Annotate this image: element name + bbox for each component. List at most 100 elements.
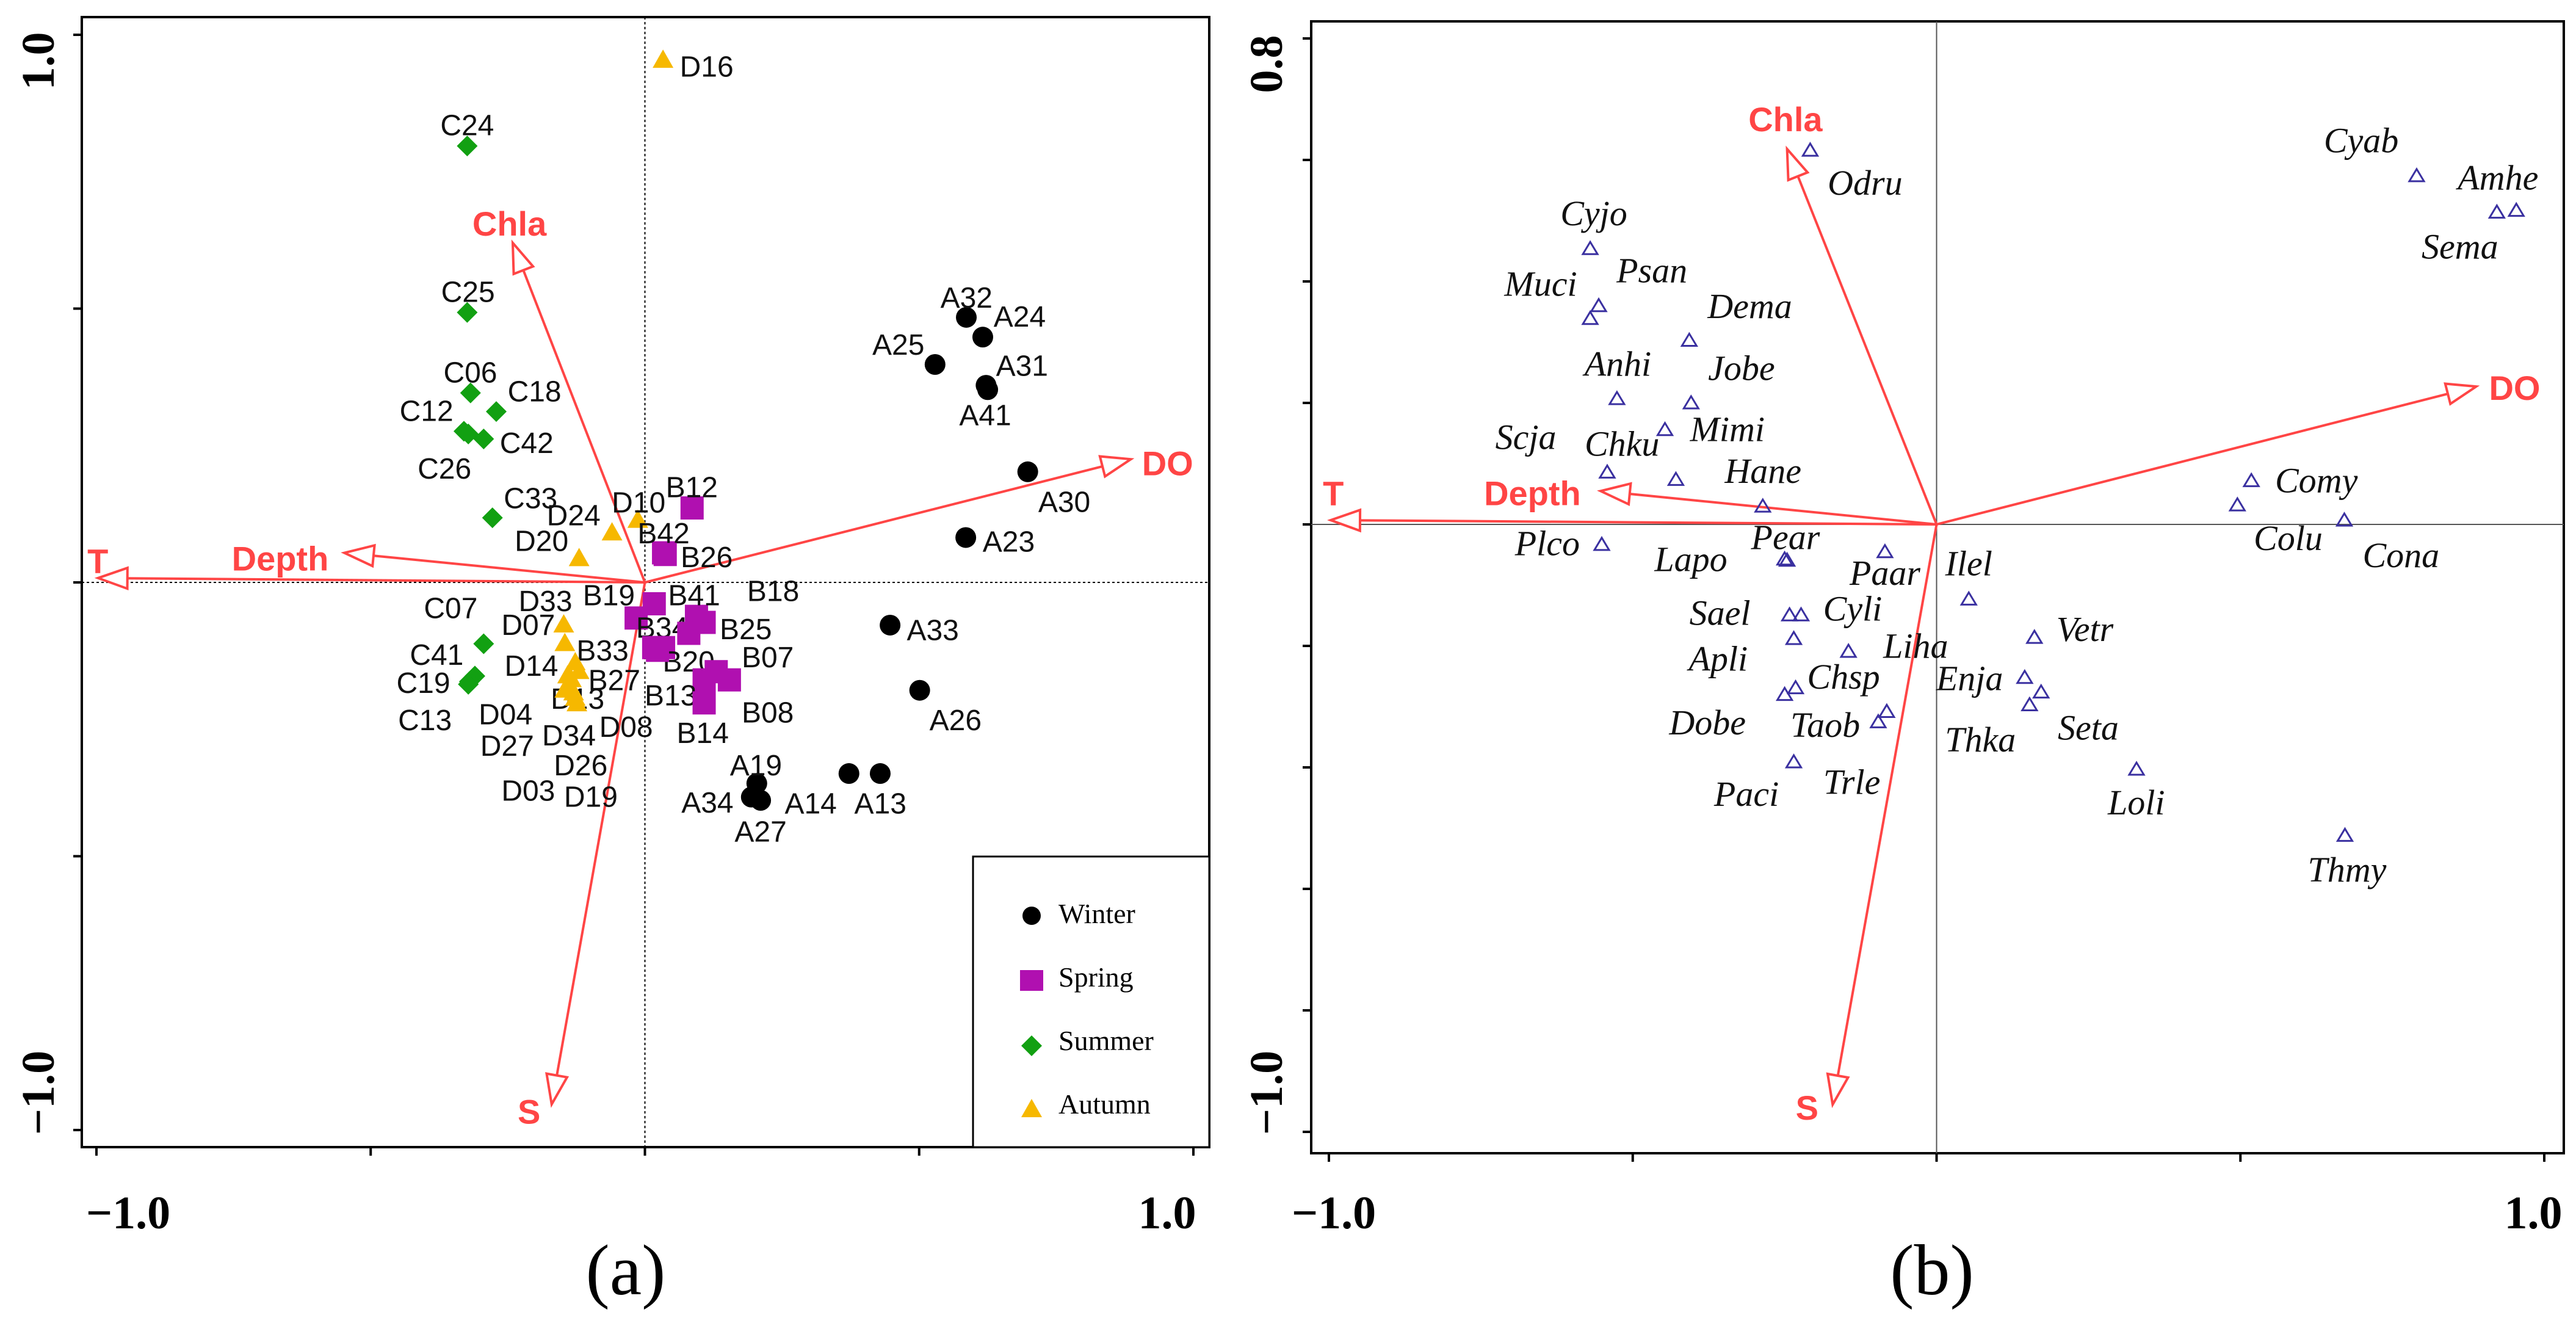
legend-spring-label: Spring xyxy=(1058,962,1134,993)
point-marker-D03 xyxy=(554,679,576,698)
panel-b-arrow-s-head xyxy=(1826,1072,1850,1109)
panel-b-arrow-label-t: T xyxy=(1323,474,1344,512)
point-marker-A25 xyxy=(924,353,946,375)
point-label-Colu: Colu xyxy=(2254,518,2323,558)
point-marker-C33 xyxy=(482,507,503,529)
panel-b-arrow-do-line xyxy=(1936,393,2448,526)
point-label-A26: A26 xyxy=(930,705,982,737)
point-label-B41: B41 xyxy=(668,579,720,612)
panel-b-biplot: 0.8 −1.0 −1.0 1.0 (b) Chla DO T Depth S Odru C… xyxy=(1241,20,2565,1310)
panel-b-x-tick-left: −1.0 xyxy=(1292,1187,1376,1239)
point-marker-Ilel xyxy=(1959,590,1978,606)
point-label-Paci: Paci xyxy=(1713,774,1779,814)
panel-b-arrow-label-do: DO xyxy=(2489,369,2540,407)
panel-b-caption: (b) xyxy=(1890,1230,1974,1310)
point-marker-Mimi xyxy=(1655,421,1674,437)
point-marker-Scja xyxy=(1598,463,1616,479)
point-marker-Cyjo xyxy=(1581,240,1599,255)
point-label-C33: C33 xyxy=(504,483,557,515)
point-marker-Cyab xyxy=(2408,167,2426,183)
point-label-B27: B27 xyxy=(588,665,640,697)
point-label-Scja: Scja xyxy=(1496,417,1557,457)
point-label-Amhe: Amhe xyxy=(2455,158,2538,198)
point-label-A13: A13 xyxy=(855,788,906,820)
point-label-B14: B14 xyxy=(677,717,729,750)
point-marker-Seta xyxy=(2032,683,2050,699)
point-marker-Muci xyxy=(1581,310,1599,325)
point-marker-A24 xyxy=(972,327,993,348)
point-label-Sael: Sael xyxy=(1690,593,1751,632)
point-marker-A13 xyxy=(869,763,891,784)
panel-a-arrow-label-do: DO xyxy=(1142,444,1193,483)
point-marker-D24 xyxy=(601,522,623,541)
legend-autumn-label: Autumn xyxy=(1058,1089,1151,1120)
legend-spring-marker xyxy=(1020,970,1043,991)
point-marker-C07 xyxy=(473,633,494,654)
point-label-Thka: Thka xyxy=(1945,720,2016,759)
point-label-B18: B18 xyxy=(747,575,799,607)
legend-winter-marker xyxy=(1022,907,1041,925)
point-label-B12: B12 xyxy=(666,472,718,504)
point-label-Thmy: Thmy xyxy=(2308,850,2387,889)
point-label-Psan: Psan xyxy=(1616,250,1687,290)
point-marker-A14 xyxy=(838,763,859,784)
point-label-A33: A33 xyxy=(906,614,958,647)
point-label-A25: A25 xyxy=(872,329,924,361)
point-marker-A23 xyxy=(955,527,977,548)
point-label-Vetr: Vetr xyxy=(2057,609,2114,649)
point-label-B07: B07 xyxy=(742,642,794,674)
point-marker-C18 xyxy=(486,401,507,422)
panel-b-arrow-depth-line xyxy=(1629,493,1937,526)
point-label-Trle: Trle xyxy=(1823,762,1881,802)
panel-b-arrow-depth-head xyxy=(1597,482,1632,506)
panel-a-y-tick-top: 1.0 xyxy=(13,32,64,90)
point-marker-Sema xyxy=(2487,203,2506,219)
point-label-C41: C41 xyxy=(410,639,463,672)
point-label-Loli: Loli xyxy=(2107,783,2165,822)
point-marker-B34 xyxy=(624,606,648,630)
point-label-C42: C42 xyxy=(500,427,554,460)
panel-a-arrow-do-head xyxy=(1098,455,1135,479)
panel-a-arrow-label-chla: Chla xyxy=(472,205,547,243)
point-label-D07: D07 xyxy=(501,609,555,642)
point-marker-C13 xyxy=(458,673,479,695)
point-marker-Thmy xyxy=(2335,827,2354,842)
panel-b-arrow-t-line xyxy=(1359,519,1937,526)
point-label-A23: A23 xyxy=(983,526,1035,559)
point-label-D04: D04 xyxy=(479,698,532,731)
point-label-Chsp: Chsp xyxy=(1807,657,1880,697)
panel-a-arrow-chla-line xyxy=(522,269,646,583)
panel-b-y-tick-top: 0.8 xyxy=(1241,35,1292,93)
point-label-Cona: Cona xyxy=(2362,535,2439,575)
point-marker-C24 xyxy=(457,136,478,157)
point-label-C18: C18 xyxy=(508,375,562,408)
point-marker-C25 xyxy=(457,302,478,323)
panel-a-x-tick-left: −1.0 xyxy=(86,1187,170,1239)
point-label-Enja: Enja xyxy=(1936,659,2003,698)
point-label-B26: B26 xyxy=(681,542,733,574)
panel-a-arrow-t-line xyxy=(127,577,645,584)
point-marker-Chsp xyxy=(1786,679,1805,695)
panel-b-arrow-do-head xyxy=(2444,382,2480,406)
point-marker-B13 xyxy=(692,668,716,692)
panel-a-arrow-do-line xyxy=(645,465,1103,584)
panel-a-arrow-depth-head xyxy=(341,543,376,568)
point-label-Muci: Muci xyxy=(1503,264,1577,304)
legend-box xyxy=(972,855,1210,1148)
point-label-C24: C24 xyxy=(440,110,494,142)
point-label-A19: A19 xyxy=(730,750,782,782)
panel-a-arrow-s-line xyxy=(555,582,646,1076)
point-label-A41: A41 xyxy=(959,399,1011,432)
point-marker-Paci xyxy=(1784,753,1803,769)
point-label-D24: D24 xyxy=(547,500,601,532)
point-label-Ilel: Ilel xyxy=(1945,544,1992,584)
panel-a-arrow-label-t: T xyxy=(87,542,108,581)
point-label-Pear: Pear xyxy=(1751,518,1820,557)
panel-a-caption: (a) xyxy=(586,1230,666,1310)
point-marker-B08 xyxy=(717,668,741,692)
point-label-A30: A30 xyxy=(1038,486,1090,518)
point-marker-A41 xyxy=(977,379,999,400)
legend-summer-label: Summer xyxy=(1058,1025,1154,1056)
panel-a-arrow-t-head xyxy=(94,566,129,591)
point-label-Paar: Paar xyxy=(1849,553,1920,593)
